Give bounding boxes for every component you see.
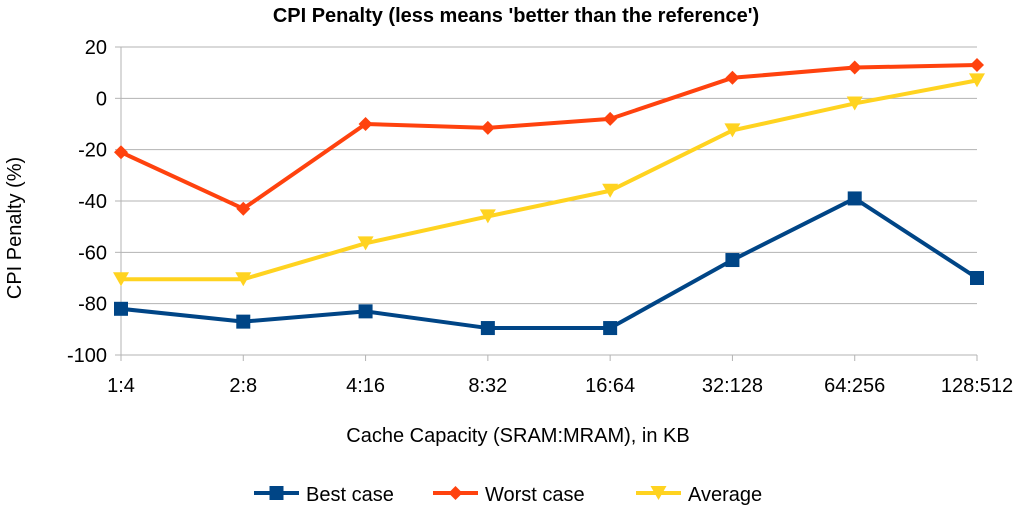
y-tick-label: -100: [67, 345, 107, 367]
data-point-average: [479, 209, 496, 224]
x-tick-label: 1:4: [107, 375, 135, 397]
series-group: [113, 57, 985, 336]
legend-item-worst-case: Worst case: [433, 484, 585, 506]
data-point-best-case: [970, 271, 984, 285]
x-tick-label: 64:256: [824, 375, 885, 397]
series-line-best-case: [120, 196, 979, 331]
legend-label: Best case: [306, 484, 394, 506]
chart-title: CPI Penalty (less means 'better than the…: [273, 5, 759, 27]
data-point-best-case: [480, 321, 495, 336]
y-tick-labels: 20 0 -20 -40 -60 -80 -100: [67, 37, 107, 367]
data-point-best-case: [114, 301, 128, 316]
data-point-worst-case: [603, 111, 618, 126]
x-tick-label: 16:64: [585, 375, 635, 397]
data-point-worst-case: [114, 145, 128, 160]
series-worst-case: [114, 57, 984, 216]
x-axis-label: Cache Capacity (SRAM:MRAM), in KB: [346, 425, 689, 447]
grid-lines: [115, 46, 978, 361]
data-point-average: [235, 272, 252, 287]
data-point-worst-case: [847, 60, 862, 75]
data-point-average: [969, 73, 985, 88]
data-point-average: [846, 96, 863, 111]
series-line-worst-case: [120, 62, 978, 211]
data-point-best-case: [847, 191, 862, 206]
data-point-worst-case: [358, 117, 373, 131]
data-point-best-case: [236, 314, 251, 329]
data-point-worst-case: [480, 120, 495, 135]
data-point-average: [113, 272, 129, 287]
y-tick-label: 0: [96, 88, 107, 110]
legend: Best case Worst case Average: [254, 484, 762, 506]
x-tick-labels: 1:4 2:8 4:16 8:32 16:64 32:128 64:256 128:512: [107, 375, 1013, 397]
data-point-average: [602, 183, 619, 198]
x-tick-label: 2:8: [229, 375, 257, 397]
y-tick-label: -20: [78, 140, 107, 162]
y-tick-label: -60: [78, 242, 107, 264]
legend-swatch-marker: [269, 486, 284, 500]
x-tick-label: 128:512: [941, 375, 1013, 397]
y-tick-label: -40: [78, 191, 107, 213]
data-point-best-case: [603, 321, 618, 336]
y-axis-label: CPI Penalty (%): [4, 157, 26, 299]
legend-swatch-marker: [448, 486, 463, 500]
legend-item-best-case: Best case: [254, 484, 394, 506]
series-line-average: [121, 78, 978, 282]
x-tick-label: 32:128: [702, 375, 763, 397]
data-point-best-case: [358, 304, 373, 319]
legend-label: Average: [688, 484, 762, 506]
legend-label: Worst case: [485, 484, 585, 506]
series-best-case: [114, 191, 984, 336]
series-average: [113, 73, 985, 287]
legend-item-average: Average: [636, 484, 762, 506]
data-point-average: [724, 123, 741, 138]
data-point-worst-case: [236, 201, 251, 216]
data-point-best-case: [725, 253, 740, 268]
x-tick-label: 4:16: [346, 375, 385, 397]
legend-swatch-marker: [650, 486, 667, 500]
data-point-worst-case: [725, 70, 740, 85]
data-point-average: [357, 236, 374, 251]
y-tick-label: 20: [85, 37, 107, 59]
x-tick-label: 8:32: [468, 375, 507, 397]
data-point-worst-case: [970, 57, 984, 72]
y-tick-label: -80: [78, 294, 107, 316]
